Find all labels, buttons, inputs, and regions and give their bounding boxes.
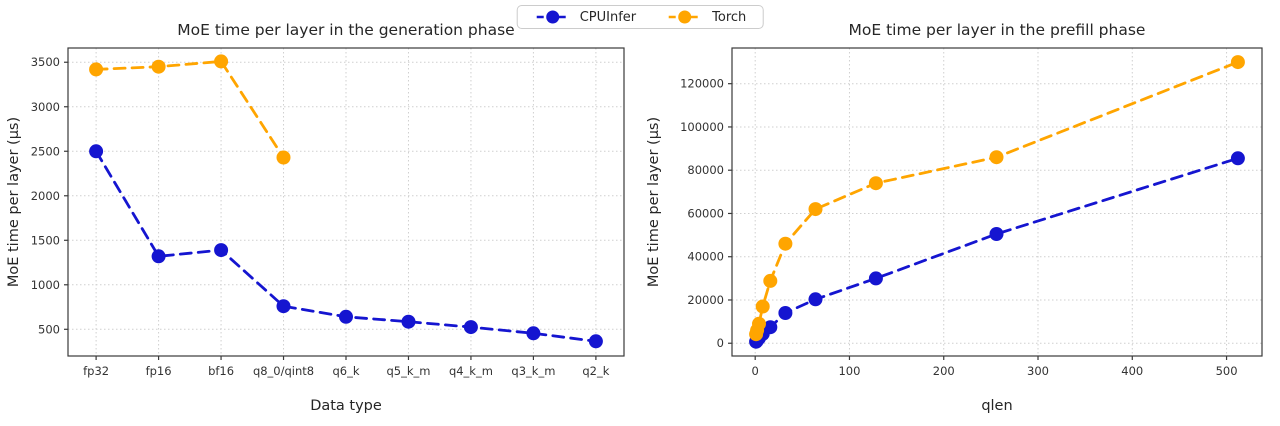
x-tick-label: q4_k_m bbox=[449, 364, 493, 378]
x-tick-label: q3_k_m bbox=[511, 364, 555, 378]
generation-phase-chart: fp32 fp16 bf16 q8_0/qint8 q6_k q5_k_m q4_k_m q3… bbox=[6, 21, 625, 414]
data-point-torch bbox=[151, 59, 166, 74]
x-tick-label: bf16 bbox=[208, 364, 234, 378]
y-tick-label: 80000 bbox=[687, 163, 724, 177]
x-tick-label: 500 bbox=[1216, 364, 1238, 378]
data-point-cpuinfer bbox=[463, 320, 478, 335]
data-point-cpuinfer bbox=[401, 314, 416, 329]
series-line-cpuinfer bbox=[754, 156, 1240, 344]
x-tick-label: q6_k bbox=[332, 364, 359, 378]
x-axis-label: qlen bbox=[981, 398, 1012, 414]
x-tick-label: fp16 bbox=[146, 364, 172, 378]
generation-phase-chart-svg: fp32 fp16 bf16 q8_0/qint8 q6_k q5_k_m q4_k_m q3… bbox=[6, 21, 625, 414]
plot-area-border bbox=[731, 47, 1263, 357]
x-tick-label: q5_k_m bbox=[386, 364, 430, 378]
y-tick-label: 3000 bbox=[31, 100, 60, 114]
data-point-cpuinfer bbox=[151, 249, 166, 264]
prefill-phase-chart: 0 100 200 300 400 500 0 20000 40000 60000 80000 100… bbox=[640, 0, 1280, 426]
y-tick-label: 100000 bbox=[680, 120, 724, 134]
data-point-torch bbox=[89, 62, 104, 77]
data-point-cpuinfer bbox=[526, 326, 541, 341]
prefill-phase-chart-svg: 0 100 200 300 400 500 0 20000 40000 60000 80000 100… bbox=[646, 21, 1263, 414]
series-line-torch bbox=[94, 59, 285, 159]
data-point-torch bbox=[778, 236, 793, 251]
axis-ticks: 0 100 200 300 400 500 0 20000 40000 60000 80000 100… bbox=[680, 77, 1237, 378]
data-point-torch bbox=[755, 299, 770, 314]
legend: CPUInfer Torch bbox=[516, 5, 764, 29]
data-point-torch bbox=[868, 176, 883, 191]
data-point-cpuinfer bbox=[276, 299, 291, 314]
y-tick-label: 1500 bbox=[31, 233, 60, 247]
data-point-cpuinfer bbox=[214, 243, 229, 258]
data-point-torch bbox=[1230, 55, 1245, 70]
data-point-cpuinfer bbox=[868, 271, 883, 286]
data-point-torch bbox=[214, 54, 229, 69]
data-point-cpuinfer bbox=[778, 306, 793, 320]
x-tick-label: q2_k bbox=[582, 364, 609, 378]
x-tick-label: 100 bbox=[838, 364, 860, 378]
data-point-cpuinfer bbox=[89, 144, 104, 159]
data-point-cpuinfer bbox=[763, 320, 778, 335]
grid bbox=[732, 48, 1262, 356]
axis-ticks: fp32 fp16 bf16 q8_0/qint8 q6_k q5_k_m q4_k_m q3… bbox=[31, 55, 610, 378]
data-point-torch bbox=[989, 150, 1004, 165]
y-tick-label: 2000 bbox=[31, 189, 60, 203]
y-tick-label: 40000 bbox=[687, 250, 724, 264]
legend-entry-cpuinfer: CPUInfer bbox=[534, 9, 636, 25]
data-point-cpuinfer bbox=[339, 309, 353, 324]
torch-line-marker-icon bbox=[669, 10, 702, 24]
data-point-cpuinfer bbox=[989, 227, 1004, 241]
y-tick-label: 0 bbox=[717, 336, 724, 350]
data-point-torch bbox=[808, 202, 823, 217]
x-tick-label: 0 bbox=[752, 364, 759, 378]
data-point-torch bbox=[276, 150, 291, 165]
legend-label: CPUInfer bbox=[579, 9, 637, 25]
x-tick-label: q8_0/qint8 bbox=[253, 364, 314, 378]
x-tick-label: fp32 bbox=[83, 364, 109, 378]
x-tick-label: 300 bbox=[1027, 364, 1049, 378]
cpuinfer-line-marker-icon bbox=[536, 10, 569, 24]
data-point-torch bbox=[763, 273, 778, 288]
y-tick-label: 3500 bbox=[31, 55, 60, 69]
chart-title: MoE time per layer in the prefill phase bbox=[849, 21, 1146, 39]
y-tick-label: 2500 bbox=[31, 144, 60, 158]
y-tick-label: 60000 bbox=[687, 206, 724, 220]
legend-label: Torch bbox=[712, 9, 747, 25]
y-tick-label: 1000 bbox=[31, 278, 60, 292]
data-point-cpuinfer bbox=[1230, 151, 1245, 166]
x-axis-label: Data type bbox=[310, 398, 382, 414]
x-tick-label: 400 bbox=[1121, 364, 1143, 378]
series-line-torch bbox=[754, 60, 1240, 336]
x-tick-label: 200 bbox=[933, 364, 955, 378]
y-tick-label: 120000 bbox=[680, 77, 724, 91]
legend-entry-torch: Torch bbox=[666, 9, 746, 25]
y-tick-label: 500 bbox=[38, 322, 60, 336]
chart-title: MoE time per layer in the generation pha… bbox=[177, 21, 514, 39]
y-tick-label: 20000 bbox=[687, 293, 724, 307]
data-point-cpuinfer bbox=[588, 334, 603, 349]
y-axis-label: MoE time per layer (µs) bbox=[646, 117, 662, 287]
data-point-torch bbox=[752, 316, 766, 331]
y-axis-label: MoE time per layer (µs) bbox=[6, 117, 22, 287]
data-point-cpuinfer bbox=[808, 292, 823, 307]
